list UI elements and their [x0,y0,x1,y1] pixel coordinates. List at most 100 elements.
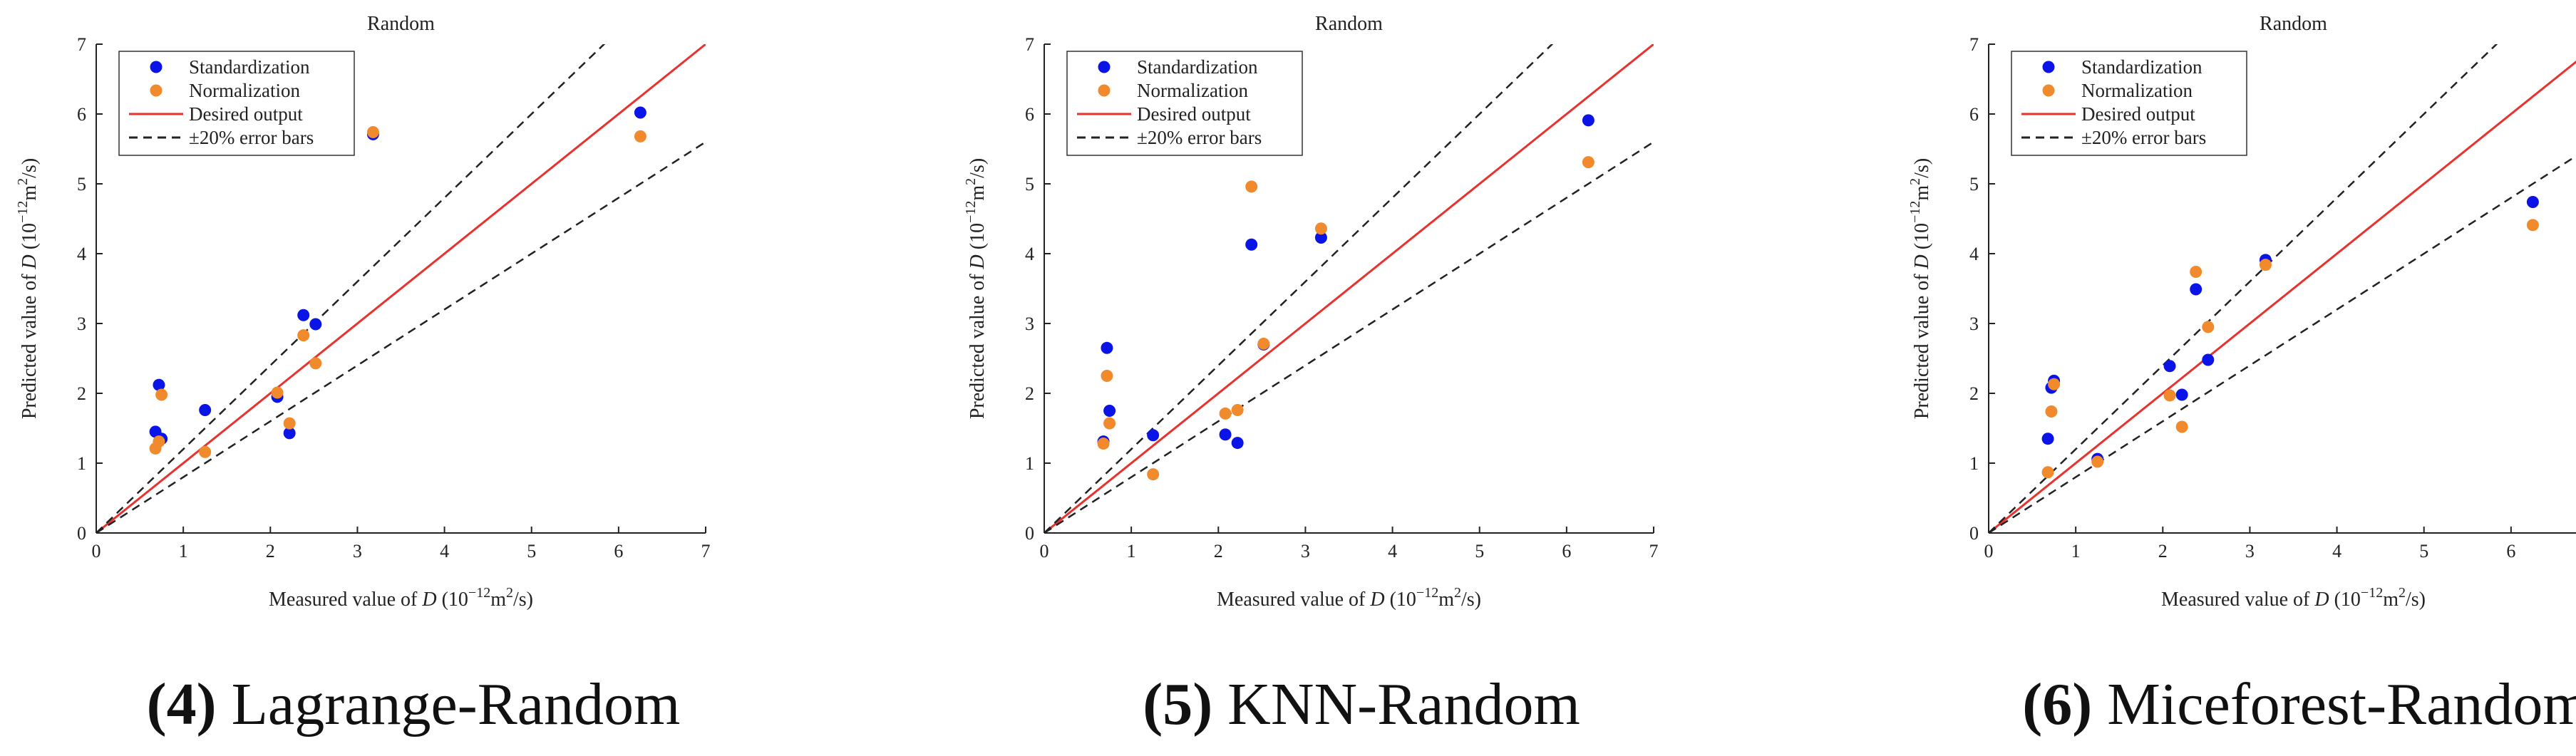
normalization-point [309,357,322,370]
legend-marker-standardization [150,61,163,73]
y-tick-label: 3 [1025,314,1034,334]
standardization-point [309,318,322,331]
standardization-point [297,309,310,321]
caption-label: Lagrange-Random [216,671,681,737]
x-tick-label: 4 [440,541,449,561]
axis-label-variable: D [421,589,436,611]
standardization-point [153,378,165,391]
x-tick-label: 5 [1475,541,1484,561]
y-tick-label: 2 [1025,383,1034,404]
x-tick-label: 7 [1649,541,1659,561]
legend-label: Desired output [2081,103,2195,125]
axis-label-text: /s) [1911,158,1933,178]
normalization-point [2259,259,2272,271]
axis-label-unit: m [19,185,41,201]
normalization-point [2526,219,2539,232]
x-axis-label: Measured value of D (10−12m2/s) [2161,585,2426,611]
y-tick-label: 4 [1025,244,1034,264]
legend-label: Normalization [1137,80,1248,101]
normalization-point [1231,404,1244,417]
axis-label-text: Measured value of [1217,589,1370,611]
normalization-point [366,125,379,138]
standardization-point [2163,360,2176,373]
standardization-point [1219,428,1232,441]
axis-label-variable: D [967,254,989,269]
y-tick-label: 7 [77,34,86,55]
normalization-point [1257,337,1270,350]
figure-caption: (4) Lagrange-Random [0,670,827,739]
axis-label-exponent: −12 [963,201,979,223]
y-tick-label: 4 [1969,244,1979,264]
legend-label: ±20% error bars [2081,127,2206,148]
standardization-point [283,427,296,440]
y-tick-label: 1 [1025,453,1034,474]
normalization-point [297,329,310,342]
x-tick-label: 0 [1040,541,1049,561]
chart-panel-lagrange: Random 0 1 2 3 4 5 6 7 0 1 2 3 4 5 6 7 Measured value of … [0,0,827,756]
standardization-point [2175,388,2188,401]
x-tick-label: 5 [527,541,536,561]
standardization-point [1147,429,1160,442]
axis-label-text: /s) [967,158,989,178]
legend-marker-normalization [2042,84,2055,97]
axis-label-text: (10 [1385,589,1416,611]
standardization-point [199,404,212,417]
x-tick-label: 2 [2158,541,2168,561]
x-tick-label: 2 [1214,541,1223,561]
axis-label-text: /s) [2406,589,2426,611]
y-tick-label: 0 [77,523,86,544]
error-bar-line [1989,155,2576,533]
axis-label-variable: D [1369,589,1384,611]
axis-label-exponent: 2 [506,585,513,601]
x-tick-label: 4 [2332,541,2341,561]
normalization-point [199,445,212,458]
axis-label-exponent: 2 [963,178,979,185]
normalization-point [283,417,296,430]
y-tick-label: 5 [1025,174,1034,195]
chart-title: Random [1315,13,1383,35]
axis-label-variable: D [1911,254,1933,269]
x-tick-label: 1 [2071,541,2081,561]
legend-label: Standardization [2081,56,2203,78]
x-tick-label: 0 [1984,541,1994,561]
normalization-point [634,130,646,143]
y-tick-label: 1 [1969,453,1979,474]
legend-label: ±20% error bars [1137,127,1262,148]
error-bar-line [96,44,606,533]
standardization-point [1245,238,1258,251]
y-axis-label: Predicted value of D (10−12m2/s) [1907,158,1933,419]
normalization-point [1245,180,1258,193]
y-tick-label: 3 [77,314,86,334]
axis-label-text: (10 [967,223,989,254]
standardization-point [1101,341,1113,354]
error-bar-line [96,141,706,533]
normalization-point [1101,370,1113,382]
figure-caption: (5) KNN-Random [948,670,1775,739]
normalization-point [2175,420,2188,433]
normalization-point [2202,321,2215,333]
chart-title: Random [2260,13,2327,35]
y-tick-label: 0 [1025,523,1034,544]
legend-label: ±20% error bars [189,127,314,148]
plot-area [1044,44,1654,533]
legend-marker-standardization [1098,61,1111,73]
legend-marker-standardization [2042,61,2055,73]
axis-label-text: Measured value of [2161,589,2314,611]
axis-label-text: Predicted value of [19,269,41,419]
chart-title: Random [367,13,435,35]
axis-label-text: Measured value of [269,589,422,611]
axis-label-exponent: 2 [1454,585,1461,601]
axis-label-exponent: −12 [1907,201,1923,223]
normalization-point [1097,437,1110,450]
axis-label-unit: m [967,185,989,201]
axis-label-exponent: −12 [15,201,31,223]
x-tick-label: 3 [353,541,362,561]
legend-label: Desired output [189,103,303,125]
axis-label-exponent: 2 [15,178,31,185]
y-tick-label: 0 [1969,523,1979,544]
y-tick-label: 6 [1969,104,1979,125]
y-tick-label: 4 [77,244,86,264]
x-tick-label: 4 [1388,541,1397,561]
